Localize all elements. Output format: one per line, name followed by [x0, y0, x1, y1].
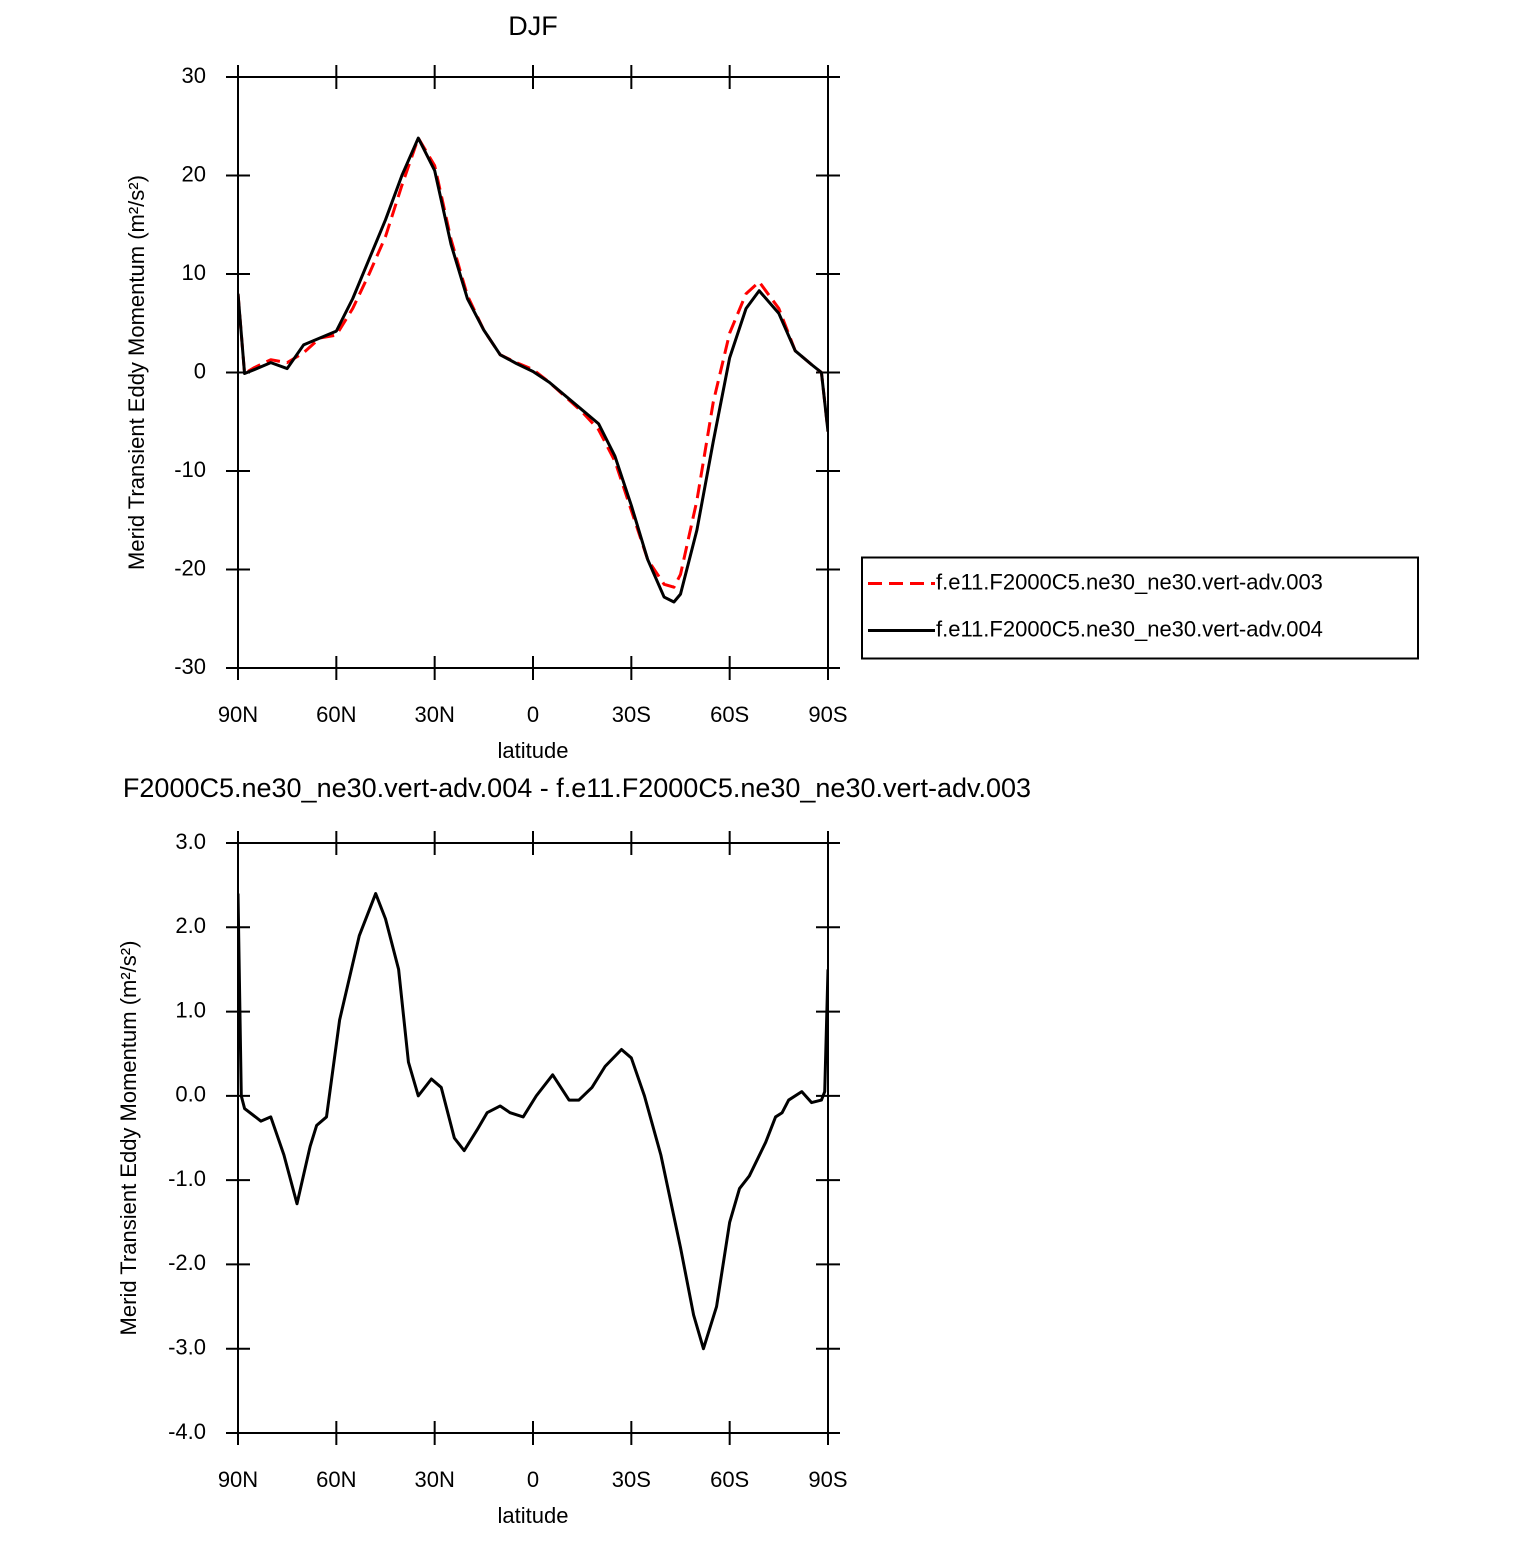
y-tick-label: 20 — [182, 161, 206, 186]
legend-box — [861, 556, 1419, 660]
x-axis-label: latitude — [498, 1503, 569, 1528]
y-tick-label: 3.0 — [175, 829, 206, 854]
y-tick-label: -2.0 — [168, 1250, 206, 1275]
x-tick-label: 90S — [808, 1467, 847, 1492]
y-tick-label: 30 — [182, 63, 206, 88]
y-axis-label: Merid Transient Eddy Momentum (m²/s²) — [124, 175, 149, 570]
x-tick-label: 30S — [612, 702, 651, 727]
x-tick-label: 30S — [612, 1467, 651, 1492]
x-tick-label: 60N — [316, 1467, 356, 1492]
y-tick-label: -20 — [174, 555, 206, 580]
series-line — [238, 136, 828, 589]
x-tick-label: 90N — [218, 702, 258, 727]
series-line — [238, 136, 828, 604]
y-tick-label: 0 — [194, 358, 206, 383]
x-tick-label: 0 — [527, 1467, 539, 1492]
y-tick-label: 2.0 — [175, 913, 206, 938]
y-tick-label: 1.0 — [175, 997, 206, 1022]
x-tick-label: 60S — [710, 702, 749, 727]
series-line — [238, 892, 828, 1351]
y-tick-label: -1.0 — [168, 1166, 206, 1191]
x-tick-label: 30N — [414, 702, 454, 727]
y-tick-label: -30 — [174, 654, 206, 679]
y-tick-label: -4.0 — [168, 1419, 206, 1444]
x-tick-label: 0 — [527, 702, 539, 727]
y-tick-label: -3.0 — [168, 1335, 206, 1360]
y-axis-label: Merid Transient Eddy Momentum (m²/s²) — [116, 941, 141, 1336]
y-tick-label: 10 — [182, 260, 206, 285]
x-tick-label: 60N — [316, 702, 356, 727]
chart-title: F2000C5.ne30_ne30.vert-adv.004 - f.e11.F… — [123, 773, 1031, 803]
legend-label: f.e11.F2000C5.ne30_ne30.vert-adv.004 — [936, 616, 1323, 641]
x-tick-label: 30N — [414, 1467, 454, 1492]
y-tick-label: -10 — [174, 457, 206, 482]
y-tick-label: 0.0 — [175, 1082, 206, 1107]
legend-label: f.e11.F2000C5.ne30_ne30.vert-adv.003 — [936, 569, 1323, 594]
x-axis-label: latitude — [498, 738, 569, 763]
x-tick-label: 90N — [218, 1467, 258, 1492]
plot-frame — [237, 842, 829, 1434]
chart-title: DJF — [508, 11, 558, 41]
plot-frame — [237, 76, 829, 669]
x-tick-label: 60S — [710, 1467, 749, 1492]
x-tick-label: 90S — [808, 702, 847, 727]
